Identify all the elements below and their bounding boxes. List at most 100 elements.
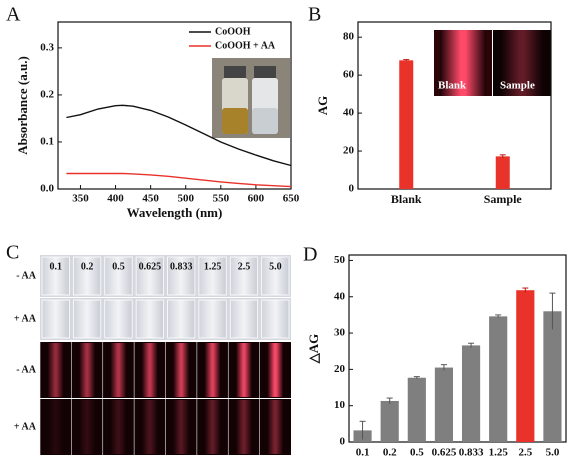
x-tick-label: 400 [107, 193, 124, 205]
panel-label: C [6, 242, 19, 264]
bar [407, 377, 426, 442]
x-tick-label: 0.5 [410, 447, 424, 459]
x-tick-label: 600 [248, 193, 265, 205]
x-tick-label: 5.0 [546, 447, 560, 459]
x-tick-label: 350 [72, 193, 89, 205]
vial [72, 256, 102, 296]
y-tick-label: 0.1 [40, 135, 54, 147]
vial [41, 299, 70, 339]
vial [104, 256, 133, 296]
bar [461, 345, 481, 442]
concentration-label: 0.2 [81, 261, 94, 272]
y-axis-title: △AG [306, 334, 321, 365]
fluorescence [141, 400, 158, 454]
fluorescence [236, 400, 252, 454]
bar [380, 400, 399, 442]
y-axis-title: AG [315, 96, 330, 116]
vial [261, 299, 290, 339]
x-tick-label: 500 [177, 193, 194, 205]
y-tick-label: 10 [334, 399, 346, 411]
y-tick-label: 80 [343, 31, 355, 43]
x-tick-label: 450 [142, 193, 159, 205]
x-tick-label: Sample [484, 192, 523, 206]
legend-label: CoOOH [215, 26, 251, 37]
x-tick-label: 650 [283, 193, 300, 205]
row-label: - AA [16, 364, 37, 375]
bar [495, 156, 510, 189]
fluorescence [79, 343, 95, 397]
plot-frame [57, 21, 292, 190]
fluorescence [204, 400, 221, 454]
fluorescence [173, 343, 190, 397]
inset-label: Blank [438, 80, 467, 92]
fluorescence [267, 400, 284, 454]
vial [261, 256, 290, 296]
concentration-label: 0.625 [139, 261, 162, 272]
vial [198, 256, 227, 296]
vial [229, 299, 259, 339]
vial [104, 299, 133, 339]
x-tick-label: 550 [213, 193, 230, 205]
concentration-label: 0.833 [170, 261, 193, 272]
fluorescence [110, 400, 127, 454]
y-tick-label: 0 [340, 436, 346, 448]
vial [135, 256, 164, 296]
x-tick-label: 0.625 [432, 447, 457, 459]
y-tick-label: 20 [334, 363, 346, 375]
x-tick-label: 0.1 [356, 447, 370, 459]
fluorescence [173, 400, 190, 454]
inset-label: Sample [500, 80, 535, 92]
x-tick-label: Blank [391, 192, 422, 206]
y-tick-label: 40 [334, 290, 346, 302]
y-tick-label: 0.0 [40, 183, 54, 195]
line-series [66, 104, 292, 167]
bar [434, 367, 454, 442]
y-tick-label: 0.3 [40, 41, 54, 53]
concentration-label: 1.25 [204, 261, 222, 272]
fluorescence [204, 343, 221, 397]
y-tick-label: 60 [343, 69, 355, 81]
fluorescence [141, 343, 158, 397]
bar [399, 60, 414, 189]
fluorescence [47, 400, 64, 454]
y-tick-label: 20 [343, 145, 355, 157]
fluorescence [236, 343, 252, 397]
x-axis-title: Concentration (μg/mL) [393, 461, 522, 462]
concentration-label: 0.1 [49, 261, 62, 272]
vial [135, 299, 164, 339]
x-tick-label: 1.25 [489, 447, 509, 459]
bar [516, 290, 535, 442]
vial [167, 256, 196, 296]
x-axis-title: Wavelength (nm) [127, 205, 223, 220]
y-tick-label: 30 [334, 327, 346, 339]
y-tick-label: 0 [349, 183, 355, 195]
concentration-label: 5.0 [269, 261, 282, 272]
legend-label: CoOOH + AA [215, 40, 276, 51]
concentration-label: 2.5 [238, 261, 251, 272]
x-tick-label: 0.833 [459, 447, 484, 459]
vial-photo [212, 58, 290, 138]
vial [72, 299, 102, 339]
y-tick-label: 50 [334, 254, 346, 266]
vial [229, 256, 259, 296]
fluorescence [110, 343, 127, 397]
vial [167, 299, 196, 339]
x-tick-label: 0.2 [383, 447, 397, 459]
y-tick-label: 0.2 [40, 88, 54, 100]
bar [489, 316, 508, 442]
vial [198, 299, 227, 339]
plot-frame [348, 254, 567, 443]
concentration-label: 0.5 [112, 261, 125, 272]
bar [543, 311, 562, 442]
fluorescence-inset [434, 30, 551, 96]
x-tick-label: 2.5 [518, 447, 532, 459]
y-axis-title: Absorbance (a.u.) [15, 56, 30, 155]
vial [41, 256, 70, 296]
row-label: + AA [14, 313, 37, 324]
line-series [66, 172, 292, 188]
panel-label: A [6, 4, 21, 26]
fluorescence [267, 343, 284, 397]
plot-frame [357, 21, 552, 190]
fluorescence [47, 343, 64, 397]
